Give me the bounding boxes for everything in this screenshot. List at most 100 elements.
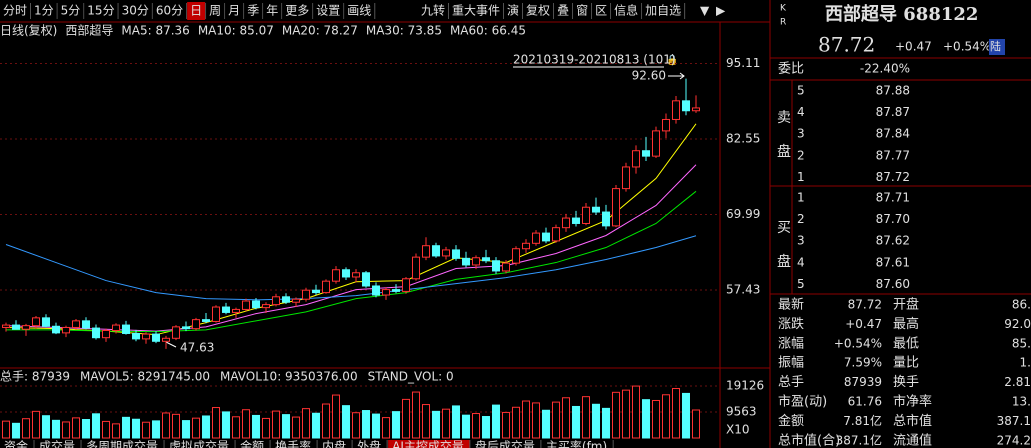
bottom-tab[interactable]: 多周期成交量 [86,439,158,448]
tool-tab[interactable]: 加自选 [645,4,681,18]
stat-value: 2.81 [1004,375,1031,389]
side-label: 盘 [777,143,791,160]
bottom-tab[interactable]: 主买率(fm) [546,439,607,448]
period-tab[interactable]: 5分 [61,4,81,18]
tool-tab[interactable]: 复权 [526,4,550,18]
period-tab[interactable]: 分时 [3,4,27,18]
volume-bar [222,411,230,439]
candle-body [182,326,190,330]
period-tab[interactable]: 设置 [316,4,340,18]
tab-bg [418,2,449,20]
period-tab[interactable]: 60分 [156,4,183,18]
bottom-tab[interactable]: 内盘 [322,439,346,448]
header-name: 西部超导 [65,23,113,38]
level-label: 4 [797,105,805,119]
period-tab[interactable]: 日 [190,4,202,18]
tool-tab[interactable]: 信息 [614,3,638,18]
volume-bar [192,417,200,439]
level-label: 3 [797,127,805,141]
level-label: 5 [797,277,805,291]
candle-body [242,300,250,310]
volume-bar [172,413,180,439]
candle-body [162,337,170,342]
bottom-tab-bg [82,440,165,448]
candle-body [562,217,570,229]
low-arrow [165,341,177,348]
candle-body [412,256,420,280]
stat-value: +0.54% [834,336,882,350]
candle-body [12,324,20,330]
volume-header: 总手: 87939 [0,370,70,384]
tool-tab[interactable]: 区 [595,4,607,18]
bottom-tab[interactable]: 盘后成交量 [475,439,535,448]
volume-bar [112,423,120,439]
period-tab[interactable]: 1分 [34,4,54,18]
bottom-tab-bg [388,440,470,448]
tool-tab[interactable]: 重大事件 [452,4,500,18]
bottom-tab-bg [0,440,35,448]
volume-bar [322,403,330,439]
stat-value: 13. [1012,395,1031,409]
bottom-tab[interactable]: AI主控成交量 [392,439,464,448]
y-tick-label: 82.55 [726,132,760,146]
bottom-tab[interactable]: 金额 [240,439,264,448]
candle-body [282,296,290,303]
ma-label: MA10: 85.07 [198,24,274,38]
expand-icon[interactable]: ▶ [716,4,726,18]
ma-label: MA5: 87.36 [121,24,189,38]
candle-body [662,118,670,132]
period-tab[interactable]: 月 [228,4,240,18]
volume-bar [672,388,680,439]
volume-bar [532,402,540,439]
period-tab[interactable]: 年 [266,4,278,18]
period-tab[interactable]: 30分 [122,4,149,18]
tab-bg [592,2,611,20]
candle-body [432,245,440,257]
volume-bar [272,410,280,439]
candle-body [2,324,10,328]
tool-tab[interactable]: 演 [507,3,519,18]
tool-tab[interactable]: 九转 [421,3,445,18]
candle-body [342,269,350,278]
candle-body [612,188,620,227]
bottom-tab[interactable]: 虚拟成交量 [169,439,229,448]
candle-body [382,289,390,296]
bottom-tab-bg [35,440,82,448]
candle-body [152,333,160,342]
period-tab[interactable]: 画线 [347,4,371,18]
candle-body [122,324,130,334]
candle-body [362,272,370,287]
period-tab[interactable]: 季 [247,4,259,18]
tab-bg [313,2,344,20]
volume-bar [162,412,170,439]
candle-body [372,285,380,296]
period-tab[interactable]: 更多 [285,4,309,18]
candle-body [42,317,50,327]
candle-body [442,249,450,257]
high-label: 92.60 [632,69,666,83]
volume-bar [202,415,210,439]
tool-tab[interactable]: 窗 [576,4,588,18]
bottom-tab[interactable]: 换手率 [275,439,311,448]
volume-unit: X10 [726,423,750,437]
dropdown-icon[interactable]: ▼ [700,4,710,18]
last-price: 87.72 [818,33,875,57]
volume-bar [392,411,400,439]
candle-body [52,325,60,334]
candle-body [572,217,580,224]
period-tab[interactable]: 15分 [87,4,114,18]
tab-bg [0,2,31,20]
bottom-tab[interactable]: 成交量 [39,439,75,448]
candle-body [392,289,400,292]
candle-body [502,262,510,272]
stat-label: 总市值 [893,413,932,429]
bottom-tab[interactable]: 外盘 [357,439,381,448]
stat-label: 市盈(动) [778,394,827,410]
stat-label: 量比 [893,356,919,371]
period-tab[interactable]: 周 [209,4,221,18]
bottom-tab[interactable]: 资金 [4,439,28,448]
volume-bar [212,407,220,439]
tool-tab[interactable]: 叠 [557,4,569,18]
